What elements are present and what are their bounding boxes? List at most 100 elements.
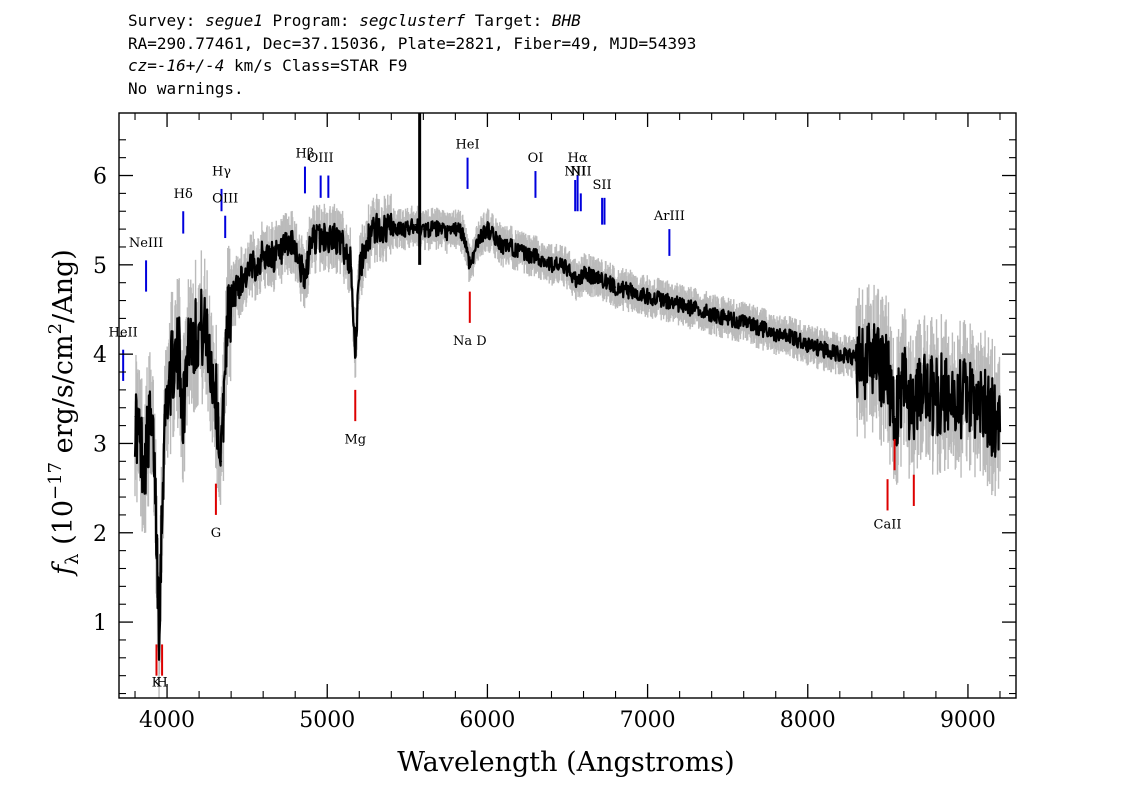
plot-axes [118, 112, 1017, 699]
line-marker-label: Na D [453, 334, 487, 349]
flux-point [358, 273, 360, 275]
flux-series [133, 113, 1002, 661]
flux-point [614, 286, 617, 288]
flux-point [294, 246, 296, 248]
flux-point [179, 353, 181, 355]
flux-point [486, 228, 489, 230]
flux-point [903, 380, 905, 382]
flux-point [711, 313, 713, 315]
flux-point [534, 255, 537, 257]
header-line-3: cz=-16+/-4 km/s Class=STAR F9 [128, 55, 696, 78]
line-marker-label: K [152, 675, 162, 690]
flux-point [390, 228, 392, 230]
y-tick-label: 4 [93, 343, 107, 368]
program-label: Program: [262, 11, 360, 30]
line-marker-label: Hα [568, 151, 588, 166]
flux-point [354, 353, 356, 355]
flux-point [334, 237, 336, 239]
y-label-units: erg/s/cm [48, 334, 79, 462]
flux-point [414, 224, 416, 226]
flux-point [238, 282, 240, 284]
flux-point [576, 282, 579, 284]
y-tick-label: 1 [93, 611, 107, 636]
y-tick-label: 6 [93, 165, 107, 190]
x-tick-label: 7000 [620, 708, 676, 733]
flux-point [959, 398, 961, 400]
flux-point [144, 460, 146, 462]
x-tick-label: 9000 [940, 708, 996, 733]
flux-point [350, 264, 352, 266]
flux-point [430, 228, 432, 230]
flux-point [582, 273, 585, 275]
x-tick-label: 5000 [299, 708, 355, 733]
flux-point [943, 389, 945, 391]
flux-point [542, 259, 545, 261]
flux-point [246, 273, 248, 275]
flux-point [518, 250, 521, 253]
survey-label: Survey: [128, 11, 206, 30]
flux-point [342, 246, 344, 248]
y-tick-label: 5 [93, 254, 107, 279]
flux-point [462, 232, 464, 235]
line-marker-label: ArIII [653, 209, 685, 224]
line-marker-label: NII [564, 165, 586, 180]
flux-point [278, 255, 280, 257]
flux-point [208, 344, 210, 346]
flux-point [951, 407, 953, 409]
y-axis-label: fλ (10−17 erg/s/cm2/Ang) [45, 249, 83, 577]
line-marker-label: HeI [455, 138, 479, 153]
flux-point [743, 322, 745, 324]
flux-point [913, 416, 915, 418]
flux-point [983, 407, 985, 409]
cz-label: cz= [128, 56, 157, 75]
flux-point [187, 335, 189, 337]
flux-point [214, 389, 216, 391]
flux-point [382, 228, 384, 230]
flux-point [166, 389, 168, 391]
flux-point [598, 277, 601, 279]
flux-point [630, 291, 633, 293]
line-marker-label: HeII [109, 325, 138, 340]
survey-value: segue1 [205, 11, 263, 30]
flux-point [679, 304, 681, 306]
header-line-2: RA=290.77461, Dec=37.15036, Plate=2821, … [128, 33, 697, 53]
flux-line [133, 212, 1002, 661]
line-marker-label: OIII [212, 191, 238, 206]
y-tick-label: 2 [93, 522, 107, 547]
flux-point [478, 237, 481, 239]
tick-labels: 4000 5000 6000 7000 8000 9000 1 2 3 4 5 6 [93, 165, 996, 733]
y-label-open: (10 [48, 500, 79, 553]
flux-point [727, 317, 729, 320]
header-line-1: Survey: segue1 Program: segclusterf Targ… [128, 10, 696, 33]
flux-point [193, 335, 195, 337]
flux-point [494, 237, 497, 239]
flux-point [318, 237, 320, 239]
flux-point [759, 326, 761, 328]
flux-point [304, 282, 306, 284]
target-value: BHB [551, 11, 581, 30]
line-marker-label: H [156, 675, 167, 690]
flux-point [991, 416, 993, 418]
flux-point [438, 228, 440, 230]
flux-point [148, 424, 151, 427]
header-line-4: No warnings. [128, 78, 244, 98]
flux-point [406, 228, 408, 230]
line-marker-label: NeIII [129, 236, 163, 251]
flux-point [967, 398, 969, 400]
flux-point [454, 228, 456, 230]
flux-point [550, 264, 553, 266]
flux-point [398, 228, 400, 230]
flux-point [220, 460, 223, 462]
flux-point [230, 299, 232, 302]
flux-point [807, 344, 809, 346]
line-marker-label: SII [593, 178, 612, 193]
line-marker-label: OI [528, 151, 544, 166]
flux-point [775, 335, 777, 337]
flux-point [695, 308, 697, 311]
flux-point [887, 371, 889, 373]
spectrum-header: Survey: segue1 Program: segclusterf Targ… [128, 10, 696, 100]
flux-point [422, 228, 424, 230]
flux-point [935, 398, 937, 400]
flux-point [310, 237, 312, 239]
